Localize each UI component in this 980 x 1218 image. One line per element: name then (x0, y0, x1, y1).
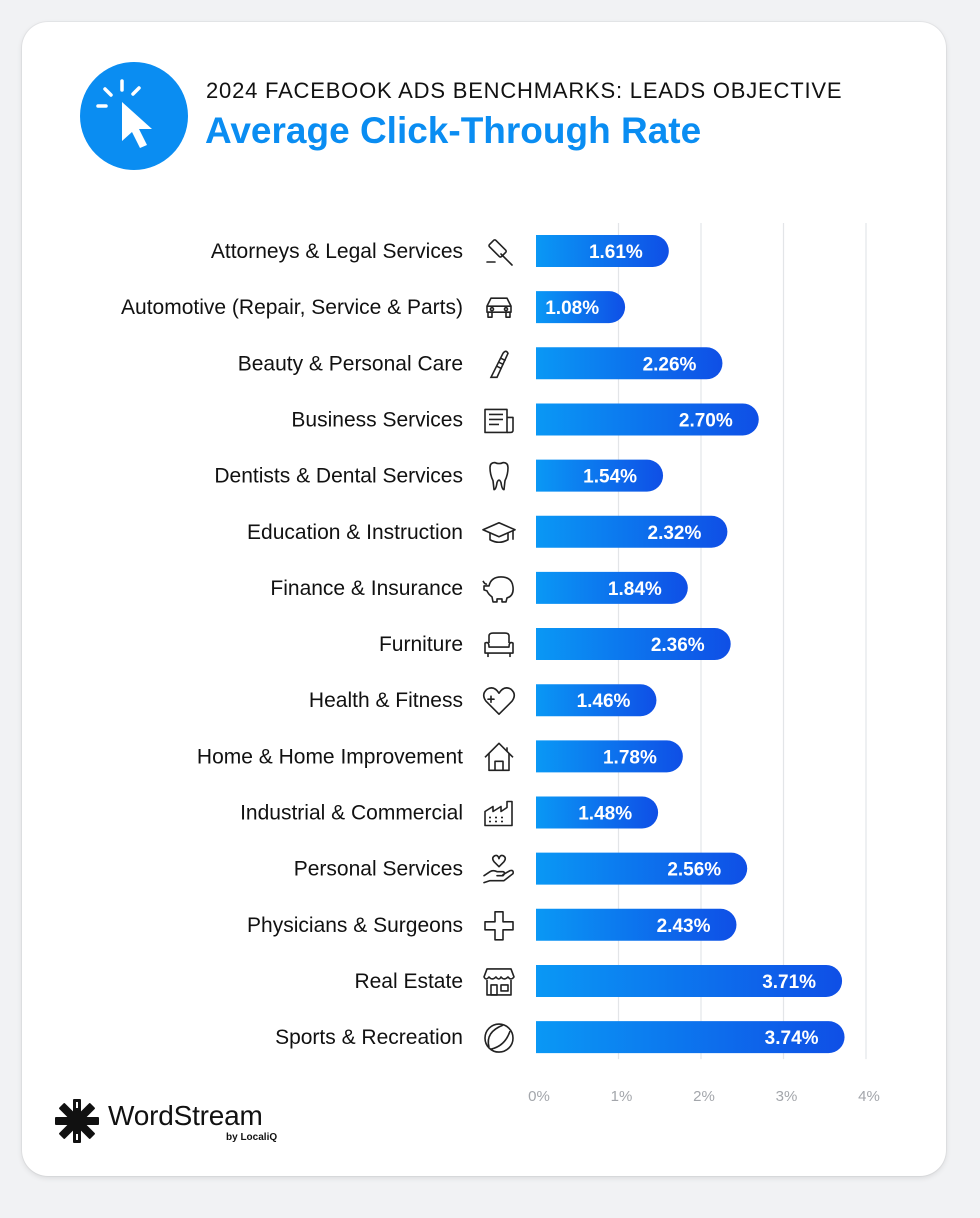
category-label: Industrial & Commercial (240, 802, 463, 825)
heart-plus-icon (482, 687, 516, 716)
cursor-click-icon (80, 62, 188, 170)
chart-title: Average Click-Through Rate (205, 110, 702, 151)
bar (536, 740, 683, 773)
factory-icon (484, 800, 513, 827)
x-axis-ticks: 0% 1% 2% 3% 4% (528, 1088, 880, 1105)
category-label: Education & Instruction (247, 521, 463, 544)
house-icon (484, 742, 514, 772)
wordstream-brand: WordStream by LocaliQ (54, 1098, 314, 1148)
bar (536, 908, 737, 941)
armchair-icon (484, 632, 514, 658)
bar (536, 628, 731, 661)
x-tick-label: 0% (528, 1088, 550, 1105)
tooth-icon (489, 461, 509, 491)
hand-heart-icon (483, 854, 515, 884)
brand-subtitle: by LocaliQ (226, 1132, 278, 1143)
ball-icon (484, 1023, 514, 1053)
gavel-icon (486, 238, 513, 266)
bar (536, 571, 688, 604)
chart-supertitle: 2024 FACEBOOK ADS BENCHMARKS: LEADS OBJE… (206, 78, 843, 103)
graduation-cap-icon (482, 521, 516, 544)
bar (536, 964, 843, 997)
bar-data-label: 1.84% (608, 579, 662, 600)
bar-data-label: 2.43% (657, 916, 711, 937)
bar (536, 459, 664, 492)
bar (536, 684, 657, 717)
bars-group: 1.61% 1.08% 2.26% 2.70% 1.54% 2.32% 1.84% 2.36%… (536, 235, 845, 1054)
category-label: Sports & Recreation (275, 1026, 463, 1049)
category-label: Finance & Insurance (270, 577, 463, 600)
bar-data-label: 3.71% (762, 972, 816, 993)
bar-data-label: 1.54% (583, 467, 637, 488)
category-label: Business Services (291, 408, 463, 431)
newspaper-icon (484, 408, 514, 434)
bar-data-label: 2.36% (651, 635, 705, 656)
bar (536, 515, 728, 548)
x-tick-label: 2% (693, 1088, 715, 1105)
bar-data-label: 1.46% (577, 691, 631, 712)
category-label: Beauty & Personal Care (238, 352, 463, 375)
bar (536, 403, 759, 436)
bar (536, 291, 626, 324)
bar (536, 1021, 845, 1054)
bar-data-label: 1.08% (545, 298, 599, 319)
bar (536, 347, 723, 380)
brand-name: WordStream (108, 1100, 263, 1131)
category-icons (482, 238, 516, 1053)
category-label: Dentists & Dental Services (214, 465, 463, 488)
bar-data-label: 2.26% (643, 354, 697, 375)
bar-data-label: 2.70% (679, 410, 733, 431)
bar-data-label: 2.56% (667, 860, 721, 881)
bar (536, 235, 669, 267)
storefront-icon (483, 968, 515, 996)
category-label: Real Estate (354, 970, 463, 993)
wordstream-logo-icon (55, 1099, 99, 1143)
medical-cross-icon (484, 910, 514, 941)
category-label: Personal Services (294, 858, 463, 881)
x-tick-label: 4% (858, 1088, 880, 1105)
comb-icon (490, 350, 509, 379)
category-labels: Attorneys & Legal Services Automotive (Re… (121, 240, 463, 1049)
bar-data-label: 2.32% (648, 523, 702, 544)
bar (536, 852, 748, 885)
category-label: Health & Fitness (309, 689, 463, 712)
piggy-bank-icon (482, 576, 514, 603)
category-label: Physicians & Surgeons (247, 914, 463, 937)
category-label: Attorneys & Legal Services (211, 240, 463, 263)
x-tick-label: 1% (611, 1088, 633, 1105)
x-tick-label: 3% (776, 1088, 798, 1105)
bar-data-label: 3.74% (765, 1028, 819, 1049)
category-label: Furniture (379, 633, 463, 656)
car-icon (486, 297, 512, 318)
bar-data-label: 1.78% (603, 747, 657, 768)
bar-data-label: 1.61% (589, 242, 643, 263)
bar (536, 796, 659, 829)
bar-data-label: 1.48% (578, 804, 632, 825)
category-label: Automotive (Repair, Service & Parts) (121, 296, 463, 319)
category-label: Home & Home Improvement (197, 745, 463, 768)
